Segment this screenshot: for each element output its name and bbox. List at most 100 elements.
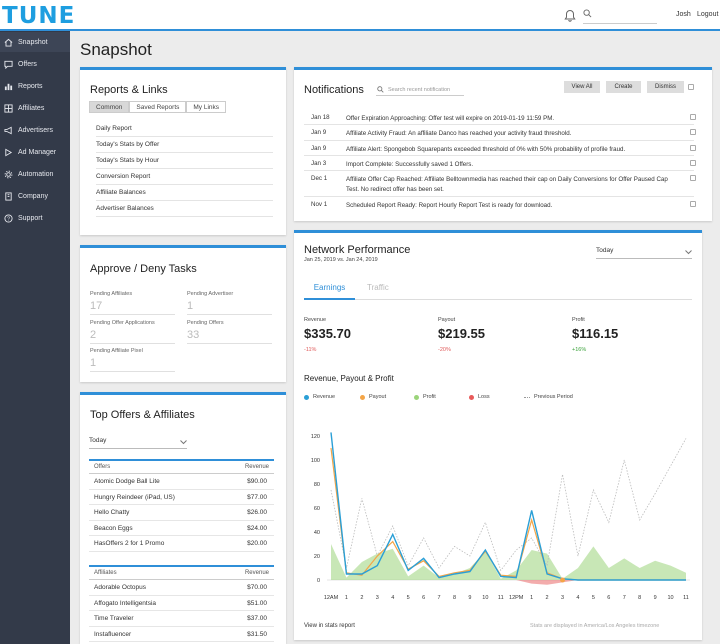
view-all-button[interactable]: View All [564,81,600,93]
sidebar-item-snapshot[interactable]: Snapshot [0,32,70,52]
affiliate-name: Instafluencer [94,630,132,638]
tab-earnings[interactable]: Earnings [304,283,355,300]
table-row[interactable]: Hello Chatty $26.00 [89,505,274,521]
user-name[interactable]: Josh [676,11,691,18]
legend-loss[interactable]: Loss [469,394,490,400]
select-value: Today [596,247,614,254]
tab-common[interactable]: Common [89,101,130,113]
table-row[interactable]: Time Traveler $37.00 [89,611,274,627]
tab-divider [304,299,692,300]
sidebar-item-ad-manager[interactable]: Ad Manager [0,142,70,162]
offer-name: Atomic Dodge Ball Lite [94,478,160,485]
legend-label: Revenue [313,394,336,400]
notification-row[interactable]: Jan 18 Offer Expiration Approaching: Off… [304,110,696,125]
notification-checkbox[interactable] [690,201,696,207]
task-value[interactable]: 1 [90,357,175,372]
revenue-chart[interactable]: 0 20 40 60 80 100 120 12AM 1 2 3 4 5 6 7 8 9 10 11 12PM 1 2 3 4… [294,408,702,618]
select-all-checkbox[interactable] [688,84,694,90]
notification-checkbox[interactable] [690,129,696,135]
top-bar: TUNE Josh Logout [0,0,720,31]
sidebar-item-advertisers[interactable]: Advertisers [0,120,70,140]
notification-search-input[interactable]: Search recent notification [376,84,464,96]
notification-checkbox[interactable] [690,175,696,181]
report-link[interactable]: Affiliate Balances [96,185,273,201]
notification-row[interactable]: Dec 1 Affiliate Offer Cap Reached: Affil… [304,171,696,197]
affiliates-table: Affiliates Revenue Adorable Octopus $70.0… [89,565,274,642]
table-row[interactable]: Affogato Intelligentsia $51.00 [89,596,274,611]
task-value[interactable]: 2 [90,329,175,344]
task-label: Pending Affiliate Pixel [90,348,143,354]
tune-logo[interactable]: TUNE [2,3,76,29]
sidebar-item-automation[interactable]: Automation [0,164,70,184]
reports-tabs: Common Saved Reports My Links [89,101,227,113]
kpi-value: $335.70 [304,326,351,341]
card-title: Notifications [304,84,364,96]
notification-checkbox[interactable] [690,160,696,166]
notification-date: Nov 1 [311,201,328,208]
notification-date: Dec 1 [311,175,328,182]
task-value[interactable]: 1 [187,300,272,315]
sidebar-item-label: Support [18,214,43,222]
legend-label: Payout [369,394,387,400]
notifications-card: Notifications Search recent notification… [294,67,712,221]
sidebar-item-company[interactable]: Company [0,186,70,206]
sidebar: Snapshot Offers Reports Affiliates Adver… [0,31,70,644]
table-header: Offers Revenue [89,461,274,474]
global-search-input[interactable] [583,8,657,24]
home-icon [4,38,13,47]
x-tick-label: 7 [623,595,626,601]
create-button[interactable]: Create [606,81,641,93]
tab-traffic[interactable]: Traffic [367,283,389,292]
sidebar-item-reports[interactable]: Reports [0,76,70,96]
sidebar-item-affiliates[interactable]: Affiliates [0,98,70,118]
network-date-range: Jan 25, 2019 vs. Jan 24, 2019 [304,257,378,263]
task-value[interactable]: 33 [187,329,272,344]
table-row[interactable]: Atomic Dodge Ball Lite $90.00 [89,474,274,490]
table-row[interactable]: Beacon Eggs $24.00 [89,521,274,536]
x-tick-label: 12AM [324,595,339,601]
notification-row[interactable]: Jan 3 Import Complete: Successfully save… [304,156,696,171]
report-link[interactable]: Today's Stats by Hour [96,153,273,169]
x-tick-label: 10 [668,595,674,601]
logout-link[interactable]: Logout [697,11,719,18]
dismiss-button[interactable]: Dismiss [647,81,684,93]
column-header: Revenue [244,464,269,470]
top-offers-period-select[interactable]: Today [89,437,187,449]
table-row[interactable]: Hungry Reindeer (iPad, US) $77.00 [89,490,274,505]
notification-checkbox[interactable] [690,145,696,151]
report-link[interactable]: Advertiser Balances [96,201,273,217]
column-header: Revenue [244,570,269,576]
table-row[interactable]: Instafluencer $31.50 [89,627,274,642]
affiliate-revenue: $31.50 [247,630,267,638]
offer-name: HasOffers 2 for 1 Promo [94,540,165,547]
table-row[interactable]: Adorable Octopus $70.00 [89,580,274,596]
notification-row[interactable]: Jan 9 Affiliate Activity Fraud: An affil… [304,125,696,141]
table-row[interactable]: HasOffers 2 for 1 Promo $20.00 [89,536,274,552]
report-link[interactable]: Today's Stats by Offer [96,137,273,153]
task-value[interactable]: 17 [90,300,175,315]
notification-date: Jan 3 [311,160,327,167]
sidebar-item-offers[interactable]: Offers [0,54,70,74]
legend-profit[interactable]: Profit [414,394,436,400]
notification-row[interactable]: Nov 1 Scheduled Report Ready: Report Hou… [304,197,696,214]
notification-checkbox[interactable] [690,114,696,120]
tab-saved-reports[interactable]: Saved Reports [129,101,187,113]
sidebar-item-support[interactable]: ? Support [0,208,70,228]
offer-revenue: $90.00 [247,478,267,485]
notification-row[interactable]: Jan 9 Affiliate Alert: Spongebob Squarep… [304,141,696,156]
network-period-select[interactable]: Today [596,247,692,259]
chat-icon [4,60,13,69]
legend-previous-period[interactable]: Previous Period [524,394,573,400]
kpi-value: $219.55 [438,326,485,341]
notification-text: Affiliate Activity Fraud: An affiliate D… [346,130,572,137]
legend-revenue[interactable]: Revenue [304,394,335,400]
bell-icon[interactable] [563,9,577,23]
view-stats-report-link[interactable]: View in stats report [304,623,355,629]
card-title: Network Performance [304,244,411,256]
legend-payout[interactable]: Payout [360,394,386,400]
tab-my-links[interactable]: My Links [186,101,227,113]
y-tick-label: 100 [311,458,320,464]
report-link[interactable]: Conversion Report [96,169,273,185]
report-link[interactable]: Daily Report [96,121,273,137]
select-value: Today [89,437,107,444]
